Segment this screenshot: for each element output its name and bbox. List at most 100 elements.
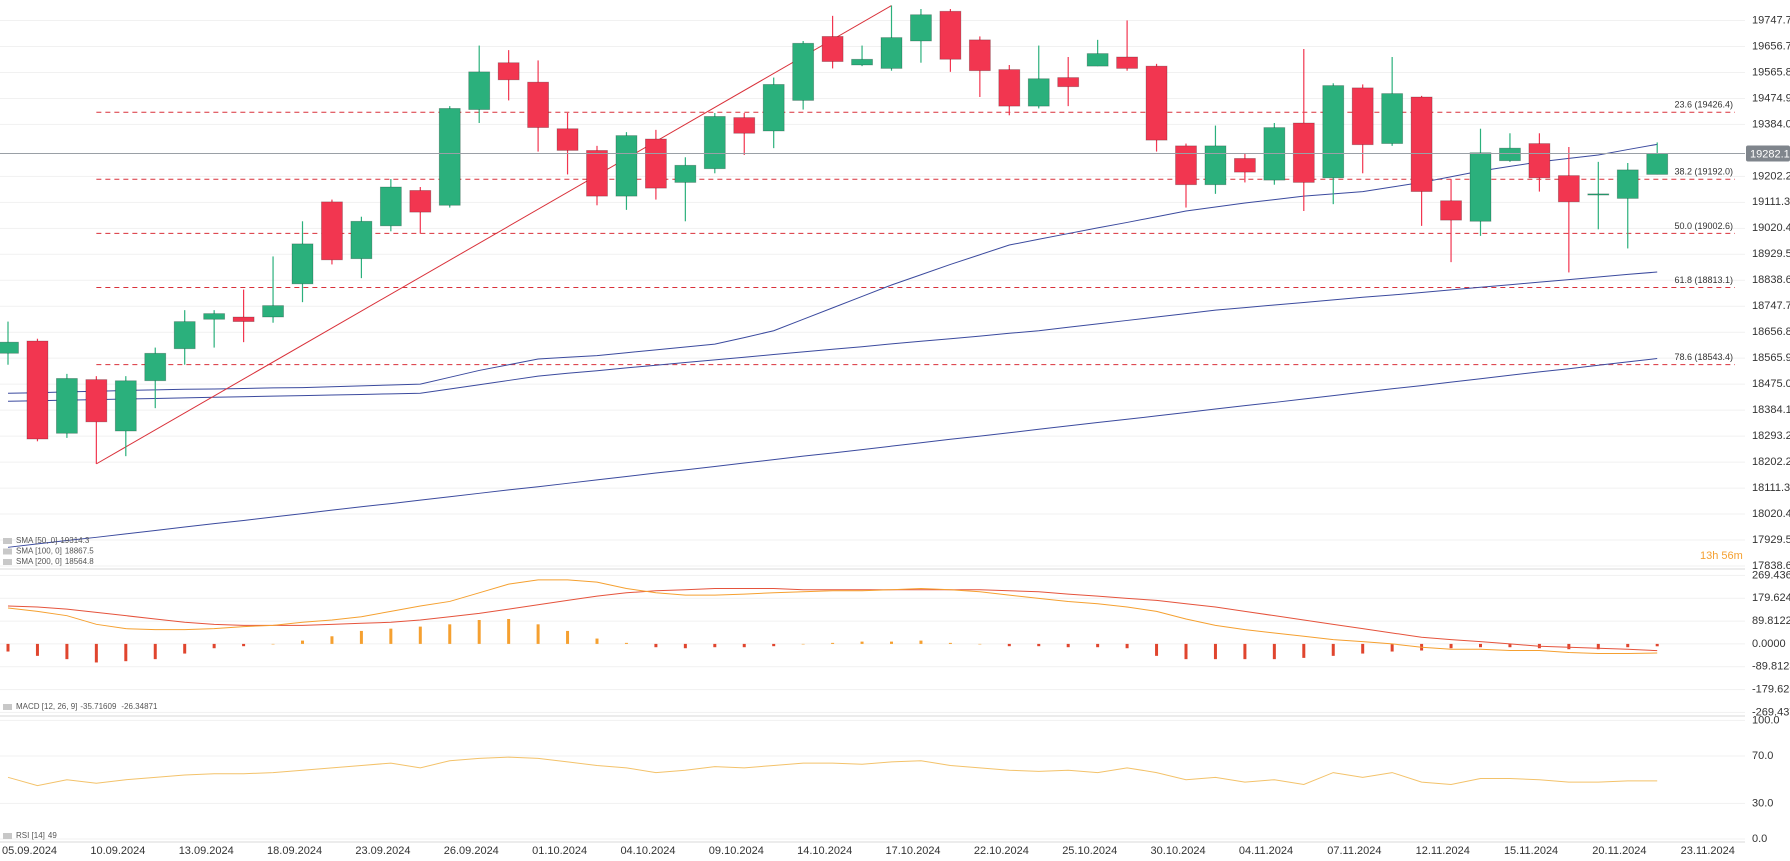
legend-icon xyxy=(3,833,12,839)
candle-body xyxy=(1557,175,1580,203)
histogram-bar xyxy=(536,624,540,644)
candle-body xyxy=(733,117,756,134)
candle-body xyxy=(1145,65,1168,141)
y-tick-label: 30.0 xyxy=(1752,797,1773,809)
candle-body xyxy=(1469,152,1492,222)
histogram-bar xyxy=(448,624,452,644)
signal-line xyxy=(7,587,1658,652)
candle-body xyxy=(468,71,491,110)
legend-entry: SMA [100, 0] 18867.5 xyxy=(16,547,94,556)
candle-body xyxy=(1086,53,1109,67)
macd-line xyxy=(7,579,1658,655)
y-tick-label: 18293.2 xyxy=(1752,430,1790,442)
x-tick-label: 22.10.2024 xyxy=(974,845,1029,857)
x-tick-label: 13.09.2024 xyxy=(179,845,234,857)
candle-body xyxy=(1646,153,1669,175)
x-tick-label: 30.10.2024 xyxy=(1151,845,1206,857)
candle-body xyxy=(586,150,608,197)
candle-body xyxy=(1204,145,1227,186)
legend-entry: MACD [12, 26, 9] -35.71609 -26.34871 xyxy=(16,702,158,711)
x-tick-label: 26.09.2024 xyxy=(444,845,499,857)
histogram-bar xyxy=(359,630,363,644)
histogram-bar xyxy=(1302,643,1306,658)
histogram-bar xyxy=(1596,643,1600,650)
x-tick-label: 15.11.2024 xyxy=(1504,845,1558,857)
x-tick-label: 25.10.2024 xyxy=(1062,845,1117,857)
histogram-bar xyxy=(1037,643,1041,647)
legend-icon xyxy=(3,704,12,710)
legend-name: SMA [100, 0] xyxy=(16,547,62,556)
histogram-bar xyxy=(389,628,393,644)
candle-body xyxy=(144,352,167,382)
legend-icon xyxy=(3,548,12,555)
candle-body xyxy=(1351,87,1374,146)
y-tick-label: 18475.0 xyxy=(1752,378,1790,390)
y-tick-label: 18656.8 xyxy=(1752,326,1790,338)
y-tick-label: 18838.6 xyxy=(1752,274,1790,286)
y-tick-label: 19656.7 xyxy=(1752,40,1790,52)
candle-body xyxy=(939,10,962,60)
x-tick-label: 07.11.2024 xyxy=(1327,845,1381,857)
y-tick-label: 100.0 xyxy=(1752,714,1780,726)
histogram-bar xyxy=(860,641,864,644)
y-tick-label: 17929.5 xyxy=(1752,534,1790,546)
histogram-bar xyxy=(1007,643,1011,647)
candle-body xyxy=(821,36,844,62)
candle-body xyxy=(321,201,343,261)
legend-name: SMA [50, 0] xyxy=(16,536,57,545)
candle-body xyxy=(556,128,579,151)
y-tick-label: 18747.7 xyxy=(1752,300,1790,312)
candle-body xyxy=(762,84,785,132)
histogram-bar xyxy=(1066,643,1070,648)
y-tick-label: 18020.4 xyxy=(1752,508,1790,520)
rsi-line xyxy=(7,756,1658,787)
trend-line xyxy=(96,5,892,465)
current-price: 19282.1 xyxy=(1750,148,1790,160)
histogram-bar xyxy=(1390,643,1394,652)
legend-entry: SMA [50, 0] 19314.3 xyxy=(16,536,90,545)
histogram-bar xyxy=(978,643,982,645)
histogram-bar xyxy=(477,620,481,644)
histogram-bar xyxy=(801,643,805,645)
candle-body xyxy=(645,138,667,189)
y-tick-label: -179.625 xyxy=(1752,683,1790,695)
x-tick-label: 23.11.2024 xyxy=(1681,845,1735,857)
histogram-bar xyxy=(1096,643,1100,648)
candle-body xyxy=(497,62,520,81)
y-tick-label: 70.0 xyxy=(1752,750,1773,762)
legend-value: -35.71609 xyxy=(80,702,117,711)
candle-body xyxy=(1175,145,1197,186)
histogram-bar xyxy=(1508,643,1512,648)
candle-body xyxy=(173,321,196,350)
y-tick-label: 19384.0 xyxy=(1752,118,1790,130)
y-tick-label: 18202.2 xyxy=(1752,456,1790,468)
histogram-bar xyxy=(65,643,69,660)
y-tick-label: 19111.3 xyxy=(1752,196,1790,208)
histogram-bar xyxy=(94,643,98,663)
histogram-bar xyxy=(1155,643,1159,656)
fib-label: 61.8 (18813.1) xyxy=(1674,275,1733,285)
histogram-bar xyxy=(831,642,835,644)
histogram-bar xyxy=(1272,643,1276,660)
candle-body xyxy=(998,69,1021,107)
histogram-bar xyxy=(654,643,658,648)
y-tick-label: 0.0000 xyxy=(1752,638,1786,650)
legend-icon xyxy=(3,559,12,565)
histogram-bar xyxy=(6,643,10,652)
y-tick-label: 19747.7 xyxy=(1752,14,1790,26)
histogram-bar xyxy=(301,640,304,644)
histogram-bar xyxy=(566,630,570,644)
candle-body xyxy=(1528,143,1551,179)
histogram-bar xyxy=(1361,643,1365,654)
x-tick-label: 17.10.2024 xyxy=(886,845,941,857)
x-tick-label: 10.09.2024 xyxy=(90,845,145,857)
candle-body xyxy=(1410,96,1433,192)
histogram-bar xyxy=(772,643,776,647)
candle-body xyxy=(1292,122,1315,183)
y-tick-label: -269.437 xyxy=(1752,706,1790,718)
histogram-bar xyxy=(124,643,128,662)
histogram-bar xyxy=(418,626,422,644)
candle-body xyxy=(851,58,873,66)
